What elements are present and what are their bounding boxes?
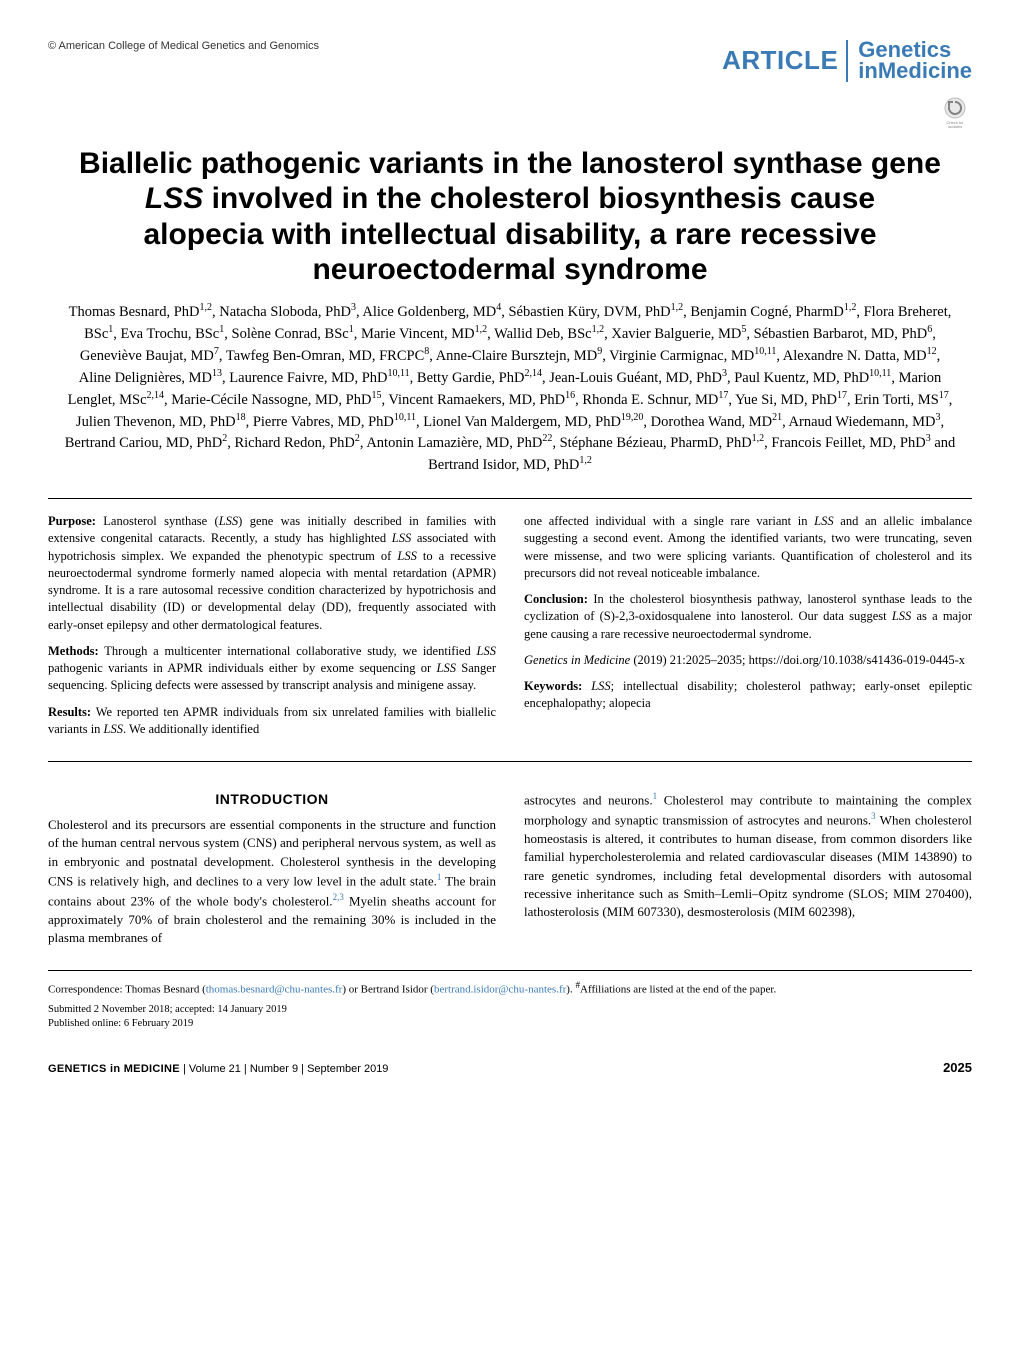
introduction-left-column: INTRODUCTION Cholesterol and its precurs… — [48, 790, 496, 948]
abstract-left-column: Purpose: Lanosterol synthase (LSS) gene … — [48, 513, 496, 747]
check-updates-badge[interactable]: Check for updates — [48, 94, 972, 128]
journal-brand-block: ARTICLE Genetics inMedicine — [722, 40, 972, 82]
correspondence-line: Correspondence: Thomas Besnard (thomas.b… — [48, 979, 972, 998]
title-line1: Biallelic pathogenic variants in the lan… — [79, 147, 941, 180]
page-header: © American College of Medical Genetics a… — [48, 40, 972, 82]
running-footer-left: GENETICS in MEDICINE | Volume 21 | Numbe… — [48, 1063, 388, 1075]
abstract-box: Purpose: Lanosterol synthase (LSS) gene … — [48, 498, 972, 762]
page-number: 2025 — [943, 1060, 972, 1075]
abstract-citation: Genetics in Medicine (2019) 21:2025–2035… — [524, 652, 972, 669]
methods-text: Through a multicenter international coll… — [48, 644, 496, 693]
purpose-label: Purpose: — [48, 514, 96, 528]
journal-name: Genetics inMedicine — [846, 40, 972, 82]
abstract-conclusion: Conclusion: In the cholesterol biosynthe… — [524, 591, 972, 643]
results-label: Results: — [48, 705, 91, 719]
journal-line2-medicine: Medicine — [878, 58, 972, 83]
keywords-label: Keywords: — [524, 679, 582, 693]
conclusion-text: In the cholesterol biosynthesis pathway,… — [524, 592, 972, 641]
copyright-text: © American College of Medical Genetics a… — [48, 40, 319, 52]
results-text: We reported ten APMR individuals from si… — [48, 705, 496, 736]
running-footer-issue: | Volume 21 | Number 9 | September 2019 — [180, 1063, 389, 1075]
keywords-text: LSS; intellectual disability; cholestero… — [524, 679, 972, 710]
introduction-heading: INTRODUCTION — [48, 790, 496, 810]
introduction-right-column: astrocytes and neurons.1 Cholesterol may… — [524, 790, 972, 948]
svg-text:updates: updates — [948, 124, 962, 128]
footer-rule — [48, 970, 972, 971]
title-line2-post: involved in the cholesterol biosynthesis… — [203, 182, 875, 215]
running-footer: GENETICS in MEDICINE | Volume 21 | Numbe… — [48, 1060, 972, 1075]
introduction-right-text: astrocytes and neurons.1 Cholesterol may… — [524, 790, 972, 922]
abstract-purpose: Purpose: Lanosterol synthase (LSS) gene … — [48, 513, 496, 634]
title-line2-lss: LSS — [145, 182, 203, 215]
title-line3: alopecia with intellectual disability, a… — [143, 218, 876, 251]
abstract-results-cont: one affected individual with a single ra… — [524, 513, 972, 582]
check-updates-icon: Check for updates — [938, 94, 972, 128]
introduction-left-text: Cholesterol and its precursors are essen… — [48, 816, 496, 948]
article-type-label: ARTICLE — [722, 45, 838, 76]
submitted-line: Submitted 2 November 2018; accepted: 14 … — [48, 1003, 972, 1017]
journal-line2-in: in — [858, 58, 878, 83]
abstract-results: Results: We reported ten APMR individual… — [48, 704, 496, 739]
title-line4: neuroectodermal syndrome — [312, 253, 707, 286]
author-list: Thomas Besnard, PhD1,2, Natacha Sloboda,… — [64, 301, 956, 476]
purpose-text: Lanosterol synthase (LSS) gene was initi… — [48, 514, 496, 632]
introduction-columns: INTRODUCTION Cholesterol and its precurs… — [48, 790, 972, 948]
published-line: Published online: 6 February 2019 — [48, 1017, 972, 1031]
conclusion-label: Conclusion: — [524, 592, 588, 606]
methods-label: Methods: — [48, 644, 99, 658]
abstract-keywords: Keywords: LSS; intellectual disability; … — [524, 678, 972, 713]
abstract-methods: Methods: Through a multicenter internati… — [48, 643, 496, 695]
running-footer-journal: GENETICS in MEDICINE — [48, 1063, 180, 1075]
article-title: Biallelic pathogenic variants in the lan… — [48, 146, 972, 288]
abstract-right-column: one affected individual with a single ra… — [524, 513, 972, 747]
